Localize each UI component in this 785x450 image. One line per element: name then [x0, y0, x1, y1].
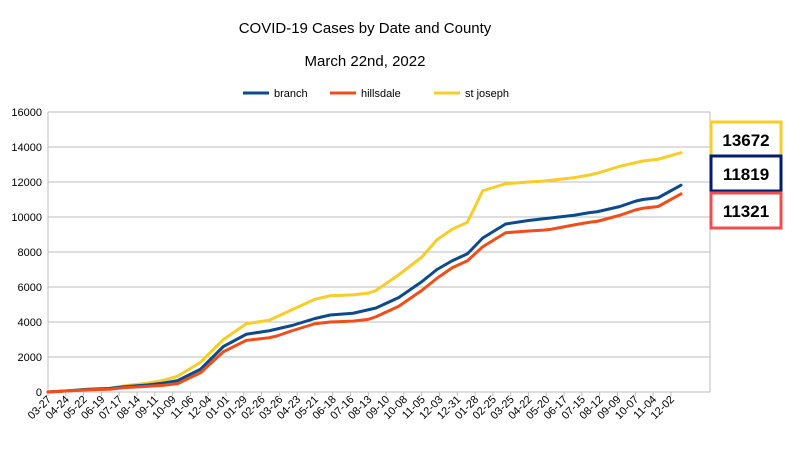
chart-subtitle: March 22nd, 2022 — [305, 53, 426, 70]
legend-label: st joseph — [465, 88, 509, 100]
legend-label: hillsdale — [361, 88, 401, 100]
callout-value: 13672 — [722, 131, 769, 150]
callout-box — [709, 154, 783, 193]
y-tick-label: 10000 — [11, 212, 42, 224]
y-tick-label: 16000 — [11, 107, 42, 119]
y-axis: 0 2000 4000 6000 8000 10000 12000 14000 16000 — [11, 107, 42, 399]
series-line-branch — [46, 183, 683, 394]
gridlines — [47, 111, 711, 393]
series-line-st-joseph — [46, 151, 683, 394]
y-tick-label: 4000 — [18, 317, 42, 329]
series-lines — [46, 151, 683, 394]
y-tick-label: 14000 — [11, 142, 42, 154]
y-tick-label: 6000 — [18, 282, 42, 294]
legend: branch hillsdale st joseph — [243, 88, 509, 100]
callout-value: 11321 — [723, 202, 769, 221]
callout-box — [709, 191, 783, 230]
series-line-hillsdale — [46, 192, 683, 394]
y-tick-label: 12000 — [11, 177, 42, 189]
y-tick-label: 8000 — [18, 247, 42, 259]
y-tick-label: 0 — [36, 387, 42, 399]
y-tick-label: 2000 — [18, 352, 42, 364]
callout-value: 11819 — [723, 165, 769, 184]
x-axis: 03-2704-2405-2206-1907-1708-1409-1110-09… — [26, 392, 677, 422]
chart-title: COVID-19 Cases by Date and County — [239, 20, 492, 37]
legend-label: branch — [274, 88, 308, 100]
value-callouts: 13672 11819 11321 — [709, 120, 783, 230]
